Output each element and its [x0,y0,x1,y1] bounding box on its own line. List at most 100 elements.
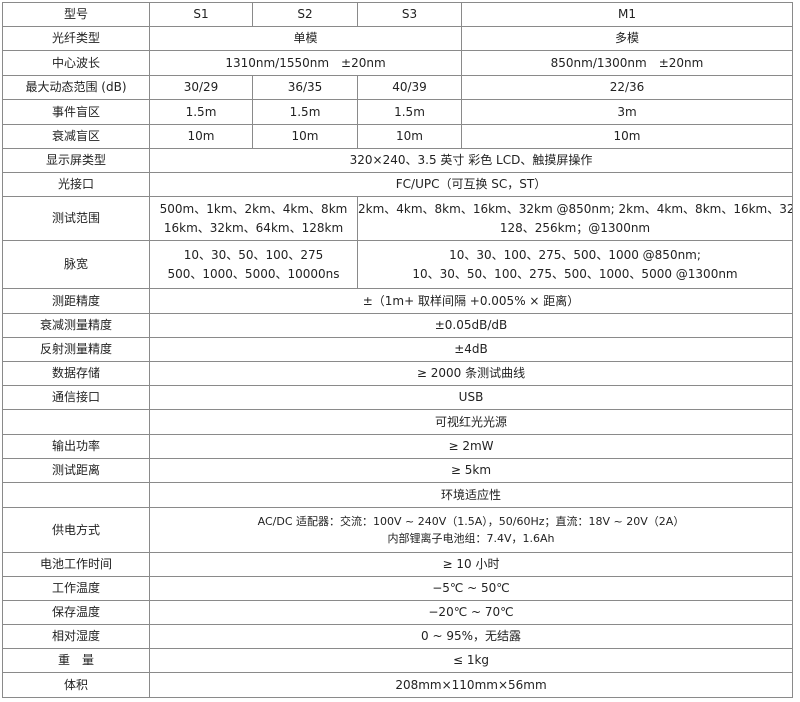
row: 通信接口 USB [2,385,793,410]
row: 测距精度 ±（1m+ 取样间隔 +0.005% × 距离） [2,288,793,314]
header-cell: S1 [149,2,253,27]
row-label: 测距精度 [2,288,150,314]
row-label: 测试范围 [2,196,150,241]
row: 重 量 ≤ 1kg [2,648,793,673]
cell: 多模 [461,26,793,51]
cell-line: 10、30、100、275、500、1000 @850nm; [449,247,701,262]
section-title: 环境适应性 [149,482,793,508]
row-label: 最大动态范围 (dB) [2,75,150,100]
row: 测试距离 ≥ 5km [2,458,793,483]
cell: 10、30、100、275、500、1000 @850nm; 10、30、50、… [357,240,793,289]
row-label: 保存温度 [2,600,150,625]
cell: ±4dB [149,337,793,362]
row: 反射测量精度 ±4dB [2,337,793,362]
cell: 36/35 [252,75,358,100]
cell: ±（1m+ 取样间隔 +0.005% × 距离） [149,288,793,314]
header-cell: M1 [461,2,793,27]
cell: ≤ 1kg [149,648,793,673]
row: 体积 208mm×110mm×56mm [2,672,793,698]
cell: 1.5m [252,99,358,125]
cell-line: 500、1000、5000、10000ns [167,266,340,281]
row-label: 工作温度 [2,576,150,601]
cell-line: AC/DC 适配器：交流：100V ~ 240V（1.5A），50/60Hz；直… [257,515,685,528]
row-label: 衰减盲区 [2,124,150,149]
row: 显示屏类型 320×240、3.5 英寸 彩色 LCD、触摸屏操作 [2,148,793,173]
row: 保存温度 −20℃ ~ 70℃ [2,600,793,625]
row-label: 显示屏类型 [2,148,150,173]
row-label: 输出功率 [2,434,150,459]
cell: 1.5m [357,99,462,125]
empty-cell [2,409,150,435]
empty-cell [2,482,150,508]
row: 最大动态范围 (dB) 30/29 36/35 40/39 22/36 [2,75,793,100]
row: 光纤类型 单模 多模 [2,26,793,51]
row-label: 光接口 [2,172,150,197]
header-cell: S3 [357,2,462,27]
cell: AC/DC 适配器：交流：100V ~ 240V（1.5A），50/60Hz；直… [149,507,793,553]
cell: 1310nm/1550nm ±20nm [149,50,462,76]
row: 供电方式 AC/DC 适配器：交流：100V ~ 240V（1.5A），50/6… [2,507,793,553]
row: 衰减测量精度 ±0.05dB/dB [2,313,793,338]
row: 脉宽 10、30、50、100、275 500、1000、5000、10000n… [2,240,793,289]
row: 电池工作时间 ≥ 10 小时 [2,552,793,577]
cell-line: 500m、1km、2km、4km、8km [159,201,348,216]
cell-line: 16km、32km、64km、128km [163,220,344,235]
section-title: 可视红光光源 [149,409,793,435]
cell: FC/UPC（可互换 SC，ST） [149,172,793,197]
row: 事件盲区 1.5m 1.5m 1.5m 3m [2,99,793,125]
row: 相对湿度 0 ~ 95%，无结露 [2,624,793,649]
row-label: 事件盲区 [2,99,150,125]
cell: 10m [461,124,793,149]
row: 衰减盲区 10m 10m 10m 10m [2,124,793,149]
row-label: 衰减测量精度 [2,313,150,338]
section-row: 环境适应性 [2,482,793,508]
cell: 3m [461,99,793,125]
cell: 40/39 [357,75,462,100]
cell: 30/29 [149,75,253,100]
cell-line: 10、30、50、100、275、500、1000、5000 @1300nm [412,266,738,281]
row-label: 重 量 [2,648,150,673]
row: 中心波长 1310nm/1550nm ±20nm 850nm/1300nm ±2… [2,50,793,76]
row: 工作温度 −5℃ ~ 50℃ [2,576,793,601]
cell: 500m、1km、2km、4km、8km 16km、32km、64km、128k… [149,196,358,241]
cell: 10m [149,124,253,149]
row-label: 中心波长 [2,50,150,76]
cell: ≥ 5km [149,458,793,483]
cell-line: 内部锂离子电池组：7.4V，1.6Ah [387,532,555,545]
row: 测试范围 500m、1km、2km、4km、8km 16km、32km、64km… [2,196,793,241]
cell: ≥ 2000 条测试曲线 [149,361,793,386]
row-label: 通信接口 [2,385,150,410]
row: 数据存储 ≥ 2000 条测试曲线 [2,361,793,386]
header-cell: 型号 [2,2,150,27]
cell: 2km、4km、8km、16km、32km @850nm; 2km、4km、8k… [357,196,793,241]
row: 输出功率 ≥ 2mW [2,434,793,459]
header-cell: S2 [252,2,358,27]
cell: 0 ~ 95%，无结露 [149,624,793,649]
cell: 22/36 [461,75,793,100]
cell: 10m [357,124,462,149]
row-label: 相对湿度 [2,624,150,649]
row-label: 测试距离 [2,458,150,483]
cell: 320×240、3.5 英寸 彩色 LCD、触摸屏操作 [149,148,793,173]
cell: 10、30、50、100、275 500、1000、5000、10000ns [149,240,358,289]
cell: 10m [252,124,358,149]
row: 光接口 FC/UPC（可互换 SC，ST） [2,172,793,197]
cell: USB [149,385,793,410]
header-row: 型号 S1 S2 S3 M1 [2,2,793,27]
row-label: 体积 [2,672,150,698]
row-label: 脉宽 [2,240,150,289]
cell: 单模 [149,26,462,51]
cell: 208mm×110mm×56mm [149,672,793,698]
cell: −20℃ ~ 70℃ [149,600,793,625]
row-label: 电池工作时间 [2,552,150,577]
section-row: 可视红光光源 [2,409,793,435]
cell: 850nm/1300nm ±20nm [461,50,793,76]
cell: ≥ 10 小时 [149,552,793,577]
cell: 1.5m [149,99,253,125]
row-label: 反射测量精度 [2,337,150,362]
cell-line: 128、256km；@1300nm [499,220,651,235]
cell-line: 10、30、50、100、275 [183,247,324,262]
cell: ≥ 2mW [149,434,793,459]
